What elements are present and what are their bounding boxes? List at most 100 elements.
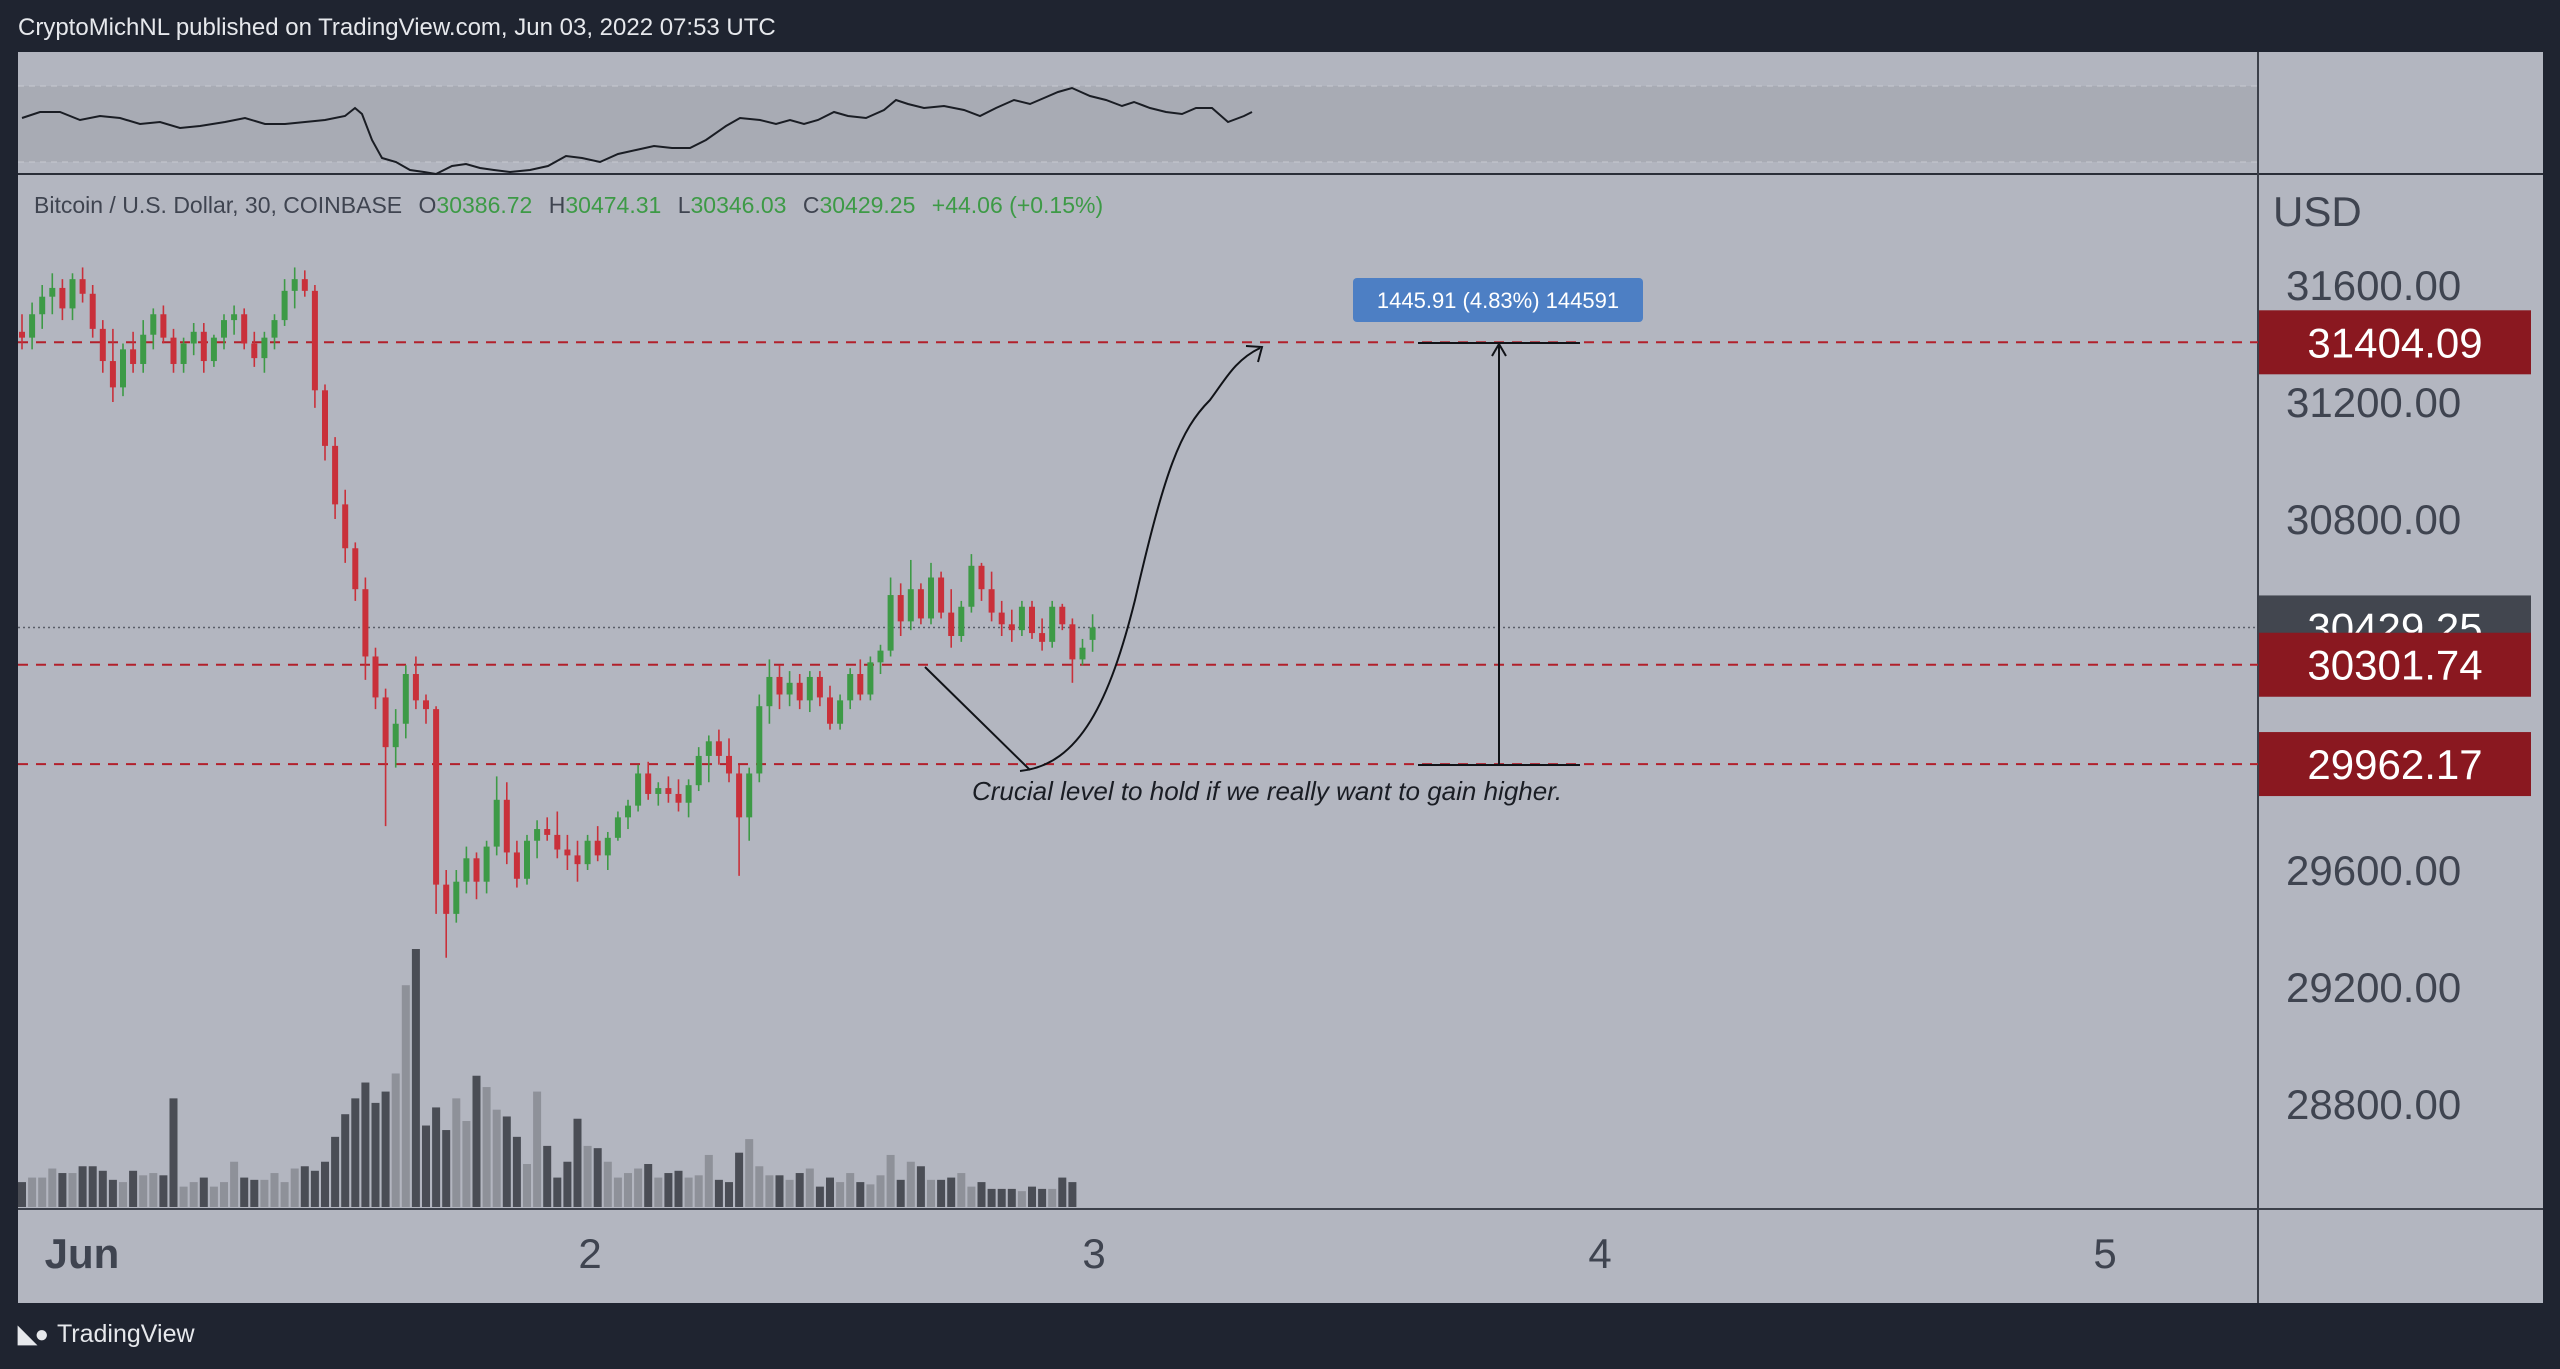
candle[interactable] [1018, 600, 1025, 636]
candle[interactable] [1039, 618, 1046, 651]
candle[interactable] [1069, 618, 1076, 683]
candle[interactable] [958, 600, 965, 642]
candle[interactable] [382, 688, 389, 827]
candle[interactable] [1059, 603, 1066, 631]
candle[interactable] [200, 323, 207, 373]
candle[interactable] [746, 767, 753, 841]
candle[interactable] [443, 870, 450, 958]
candle[interactable] [857, 659, 864, 701]
candle[interactable] [1089, 614, 1096, 652]
candle[interactable] [928, 562, 934, 625]
candle[interactable] [423, 694, 429, 724]
candle[interactable] [645, 761, 652, 800]
candle[interactable] [1029, 600, 1035, 639]
candle[interactable] [655, 782, 662, 806]
candle[interactable] [251, 331, 258, 367]
candle[interactable] [978, 562, 985, 601]
candle[interactable] [291, 267, 298, 309]
candle[interactable] [584, 834, 591, 870]
candle[interactable] [503, 782, 510, 865]
candle[interactable] [170, 328, 177, 373]
candle[interactable] [736, 764, 743, 876]
candle[interactable] [231, 305, 238, 335]
candle[interactable] [786, 671, 793, 707]
candle[interactable] [867, 656, 874, 701]
candle[interactable] [756, 694, 763, 783]
candle[interactable] [675, 779, 682, 812]
candle[interactable] [614, 811, 621, 841]
candle[interactable] [109, 328, 116, 402]
candle[interactable] [1008, 609, 1015, 642]
candle[interactable] [1079, 638, 1086, 666]
candle[interactable] [402, 665, 409, 739]
candle[interactable] [29, 302, 36, 350]
candle[interactable] [544, 817, 551, 841]
candle[interactable] [463, 846, 470, 894]
candle[interactable] [322, 384, 328, 461]
candle[interactable] [827, 685, 833, 730]
candle[interactable] [594, 826, 601, 862]
candle[interactable] [695, 747, 702, 792]
candle[interactable] [726, 738, 732, 783]
candle[interactable] [49, 273, 56, 315]
candle[interactable] [938, 571, 945, 619]
candle[interactable] [1049, 600, 1056, 648]
candle[interactable] [150, 308, 157, 350]
candle[interactable] [210, 334, 217, 367]
candle[interactable] [988, 571, 995, 622]
candle[interactable] [685, 779, 692, 818]
candle[interactable] [332, 437, 339, 519]
candle[interactable] [352, 542, 359, 601]
candle[interactable] [907, 559, 914, 631]
candle[interactable] [241, 308, 248, 350]
candle[interactable] [705, 735, 712, 783]
candle[interactable] [715, 729, 722, 765]
candle[interactable] [847, 668, 854, 710]
candle[interactable] [625, 799, 631, 830]
candle[interactable] [79, 267, 86, 303]
candle[interactable] [372, 647, 379, 710]
footer-brand[interactable]: ◣● TradingView [18, 1320, 195, 1349]
candle[interactable] [180, 337, 187, 373]
candle[interactable] [524, 834, 530, 885]
candle[interactable] [69, 273, 76, 321]
candle[interactable] [816, 671, 823, 707]
candle[interactable] [160, 305, 167, 344]
candle[interactable] [574, 840, 581, 882]
candle[interactable] [271, 314, 278, 350]
candle[interactable] [59, 279, 66, 321]
candle[interactable] [221, 314, 227, 350]
candle[interactable] [99, 320, 106, 373]
candle[interactable] [635, 764, 642, 812]
candle[interactable] [837, 694, 844, 730]
candle[interactable] [301, 270, 308, 297]
candle[interactable] [917, 583, 924, 625]
candle[interactable] [564, 834, 571, 870]
candle[interactable] [190, 323, 197, 356]
candle[interactable] [89, 285, 96, 338]
candle[interactable] [665, 776, 672, 803]
candle[interactable] [968, 554, 975, 613]
candle[interactable] [281, 279, 288, 326]
candle[interactable] [493, 776, 500, 856]
candle[interactable] [776, 665, 783, 710]
candle[interactable] [483, 840, 490, 894]
candle[interactable] [513, 840, 520, 888]
candle[interactable] [120, 343, 126, 397]
candle[interactable] [311, 285, 318, 408]
candle[interactable] [140, 320, 147, 373]
candle[interactable] [998, 600, 1005, 636]
candle[interactable] [130, 331, 137, 373]
candle[interactable] [766, 659, 773, 724]
candle[interactable] [554, 811, 561, 859]
candle[interactable] [453, 870, 460, 923]
candle[interactable] [806, 671, 813, 713]
candle[interactable] [19, 314, 25, 350]
candle[interactable] [39, 285, 46, 329]
candle[interactable] [433, 706, 440, 914]
candle[interactable] [392, 709, 399, 768]
candle[interactable] [412, 656, 419, 710]
candle[interactable] [534, 820, 541, 859]
candle[interactable] [887, 577, 894, 657]
